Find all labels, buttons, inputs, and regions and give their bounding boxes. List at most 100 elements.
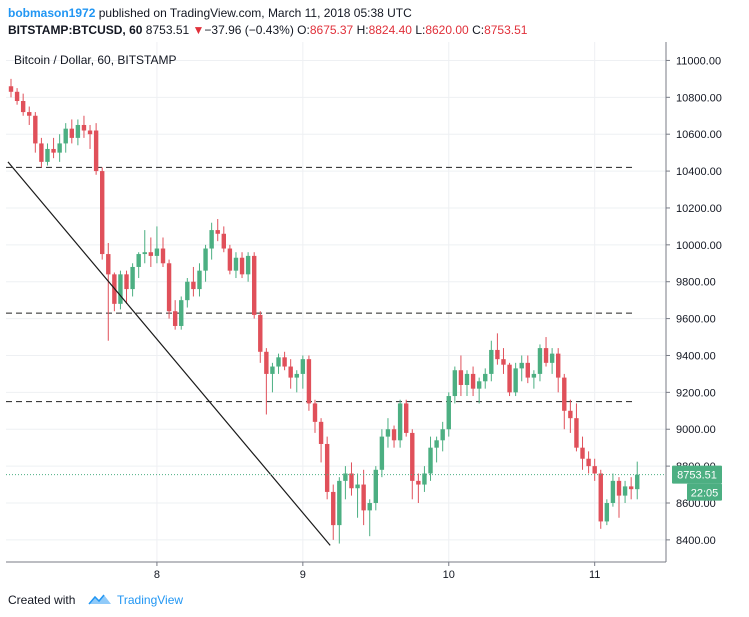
candle-up bbox=[130, 266, 135, 290]
candle-down bbox=[495, 349, 500, 360]
candle-down bbox=[124, 274, 129, 290]
candle-down bbox=[592, 466, 597, 474]
candle-down bbox=[324, 443, 330, 492]
candle-up bbox=[154, 248, 160, 256]
candle-down bbox=[501, 359, 506, 365]
candle-up bbox=[118, 274, 123, 304]
candle-down bbox=[215, 230, 220, 234]
candle-down bbox=[160, 248, 166, 264]
symbol-name[interactable]: BITSTAMP:BTCUSD, 60 bbox=[8, 23, 143, 37]
candle-up bbox=[379, 436, 385, 470]
candle-down bbox=[586, 458, 591, 467]
y-tick-label: 9800.00 bbox=[676, 277, 716, 289]
published-text: published on TradingView.com, March 11, … bbox=[98, 6, 412, 20]
candle-down bbox=[100, 171, 105, 255]
x-tick-label: 8 bbox=[154, 569, 160, 581]
author-link[interactable]: bobmason1972 bbox=[8, 6, 96, 20]
candle-down bbox=[20, 101, 26, 113]
candle-up bbox=[276, 357, 281, 367]
candle-up bbox=[209, 230, 214, 249]
candle-down bbox=[568, 410, 573, 419]
x-tick-label: 9 bbox=[300, 569, 306, 581]
candle-down bbox=[258, 314, 263, 352]
y-tick-label: 8400.00 bbox=[676, 535, 716, 547]
candle-up bbox=[428, 447, 433, 474]
candle-down bbox=[51, 148, 56, 153]
candle-up bbox=[604, 502, 610, 522]
candle-down bbox=[525, 362, 530, 378]
candle-up bbox=[385, 429, 391, 437]
candle-down bbox=[318, 421, 324, 444]
y-tick-label: 9400.00 bbox=[676, 350, 716, 362]
candle-down bbox=[282, 357, 287, 367]
candle-up bbox=[397, 403, 403, 441]
candle-up bbox=[434, 440, 439, 448]
candle-down bbox=[616, 480, 622, 496]
candle-down bbox=[264, 351, 269, 374]
candle-down bbox=[331, 491, 336, 526]
candle-up bbox=[270, 366, 275, 374]
candle-up bbox=[294, 373, 299, 378]
low-value: 8620.00 bbox=[425, 23, 469, 37]
candle-down bbox=[306, 359, 312, 404]
candle-down bbox=[148, 252, 154, 256]
candle-up bbox=[75, 124, 81, 138]
candle-up bbox=[610, 480, 616, 503]
last-price-badge-label: 8753.51 bbox=[677, 470, 717, 482]
candle-down bbox=[166, 263, 172, 312]
candle-down bbox=[458, 370, 464, 385]
chart-header: bobmason1972 published on TradingView.co… bbox=[0, 0, 749, 42]
tradingview-logo-icon[interactable] bbox=[88, 591, 112, 607]
candle-down bbox=[391, 429, 397, 441]
candle-down bbox=[227, 248, 233, 271]
high-label: H: bbox=[356, 23, 369, 37]
candle-down bbox=[598, 473, 603, 522]
candle-up bbox=[197, 270, 202, 290]
candle-up bbox=[142, 252, 147, 255]
close-value: 8753.51 bbox=[484, 23, 528, 37]
candle-up bbox=[45, 148, 50, 162]
candle-up bbox=[549, 353, 555, 363]
candle-up bbox=[483, 373, 488, 382]
candle-up bbox=[355, 484, 360, 489]
candle-down bbox=[416, 480, 421, 485]
candles bbox=[8, 78, 640, 544]
countdown-label: 22:05 bbox=[691, 488, 719, 500]
candle-up bbox=[63, 128, 68, 144]
y-tick-label: 10000.00 bbox=[676, 240, 722, 252]
open-label: O: bbox=[297, 23, 310, 37]
candle-up bbox=[373, 469, 378, 503]
candle-down bbox=[81, 124, 87, 131]
y-tick-label: 9600.00 bbox=[676, 314, 716, 326]
x-tick-label: 10 bbox=[443, 569, 455, 581]
candle-down bbox=[252, 255, 257, 315]
candle-down bbox=[628, 486, 634, 490]
y-tick-label: 9200.00 bbox=[676, 387, 716, 399]
candle-down bbox=[239, 257, 245, 275]
candle-down bbox=[8, 86, 14, 92]
y-tick-label: 10200.00 bbox=[676, 203, 722, 215]
candle-up bbox=[519, 362, 524, 369]
low-label: L: bbox=[415, 23, 426, 37]
candle-down bbox=[470, 373, 476, 389]
candle-up bbox=[446, 396, 451, 430]
y-tick-label: 11000.00 bbox=[676, 55, 721, 67]
price-chart[interactable]: 11000.00 10800.00 10600.00 10400.00 10200.00… bbox=[0, 42, 749, 584]
trend-line bbox=[7, 161, 331, 546]
candle-up bbox=[179, 300, 184, 326]
candle-down bbox=[312, 403, 318, 422]
y-tick-label: 10600.00 bbox=[676, 129, 722, 141]
candle-up bbox=[300, 359, 306, 374]
countdown-badge bbox=[687, 483, 722, 501]
tradingview-link[interactable]: TradingView bbox=[117, 593, 184, 607]
candle-up bbox=[57, 143, 62, 153]
down-arrow-icon: ▼ bbox=[192, 23, 205, 37]
y-tick-label: 8600.00 bbox=[676, 498, 716, 510]
last-price-badge bbox=[672, 465, 722, 484]
candle-down bbox=[69, 128, 74, 138]
footer: Created with TradingView bbox=[0, 584, 749, 617]
candle-down bbox=[191, 281, 196, 290]
price-change: −37.96 (−0.43%) bbox=[204, 23, 294, 37]
last-price: 8753.51 bbox=[145, 23, 190, 37]
candle-up bbox=[136, 254, 141, 267]
